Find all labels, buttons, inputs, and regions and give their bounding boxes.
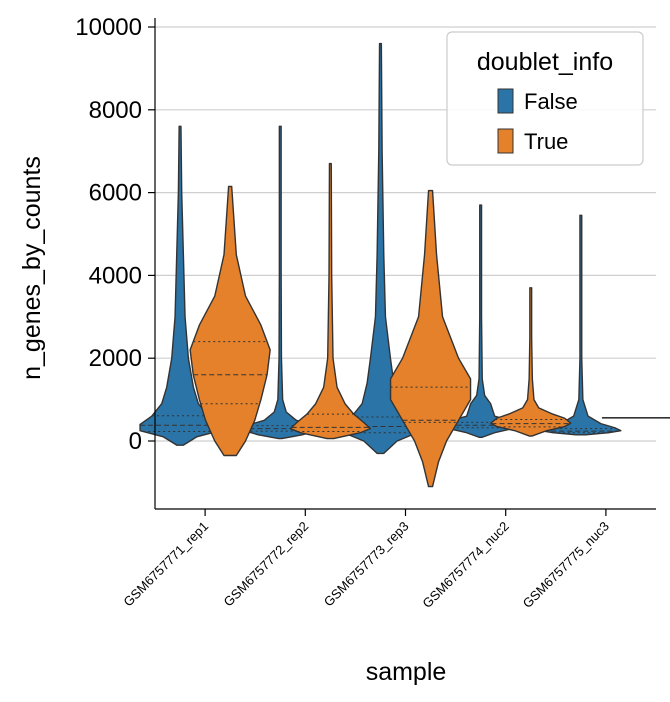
- violin-group: [490, 287, 572, 437]
- legend-frame: [446, 31, 644, 166]
- legend-label-false: False: [524, 89, 578, 114]
- violin-false-4: [540, 214, 622, 436]
- violin-true-3: [490, 287, 572, 437]
- x-tick-label: GSM6757775_nuc3: [520, 519, 612, 611]
- violin-group: [389, 189, 472, 488]
- violin-group: [540, 214, 622, 436]
- violins: [139, 42, 670, 488]
- x-tick-label: GSM6757773_rep3: [321, 519, 412, 610]
- violin-true-2: [389, 189, 472, 488]
- y-tick-label: 8000: [89, 97, 142, 124]
- violin-group: [189, 185, 271, 457]
- legend-title: doublet_info: [477, 48, 613, 76]
- legend: doublet_info False True: [446, 31, 644, 166]
- violin-true-0: [189, 185, 271, 457]
- violin-group: [289, 162, 372, 440]
- violin-true-1: [289, 162, 372, 440]
- y-tick-label: 10000: [75, 14, 142, 41]
- y-tick-label: 6000: [89, 180, 142, 207]
- x-tick-label: GSM6757774_nuc2: [419, 519, 511, 611]
- legend-swatch-false: [497, 88, 514, 114]
- y-tick-label: 4000: [89, 262, 142, 289]
- x-axis-title: sample: [366, 658, 447, 686]
- y-axis-title: n_genes_by_counts: [18, 156, 46, 380]
- y-tick-label: 2000: [89, 345, 142, 372]
- legend-swatch-true: [497, 128, 514, 154]
- y-tick-label: 0: [129, 428, 142, 455]
- x-tick-label: GSM6757772_rep2: [221, 519, 312, 610]
- x-tick-label: GSM6757771_rep1: [120, 519, 211, 610]
- legend-label-true: True: [524, 129, 568, 154]
